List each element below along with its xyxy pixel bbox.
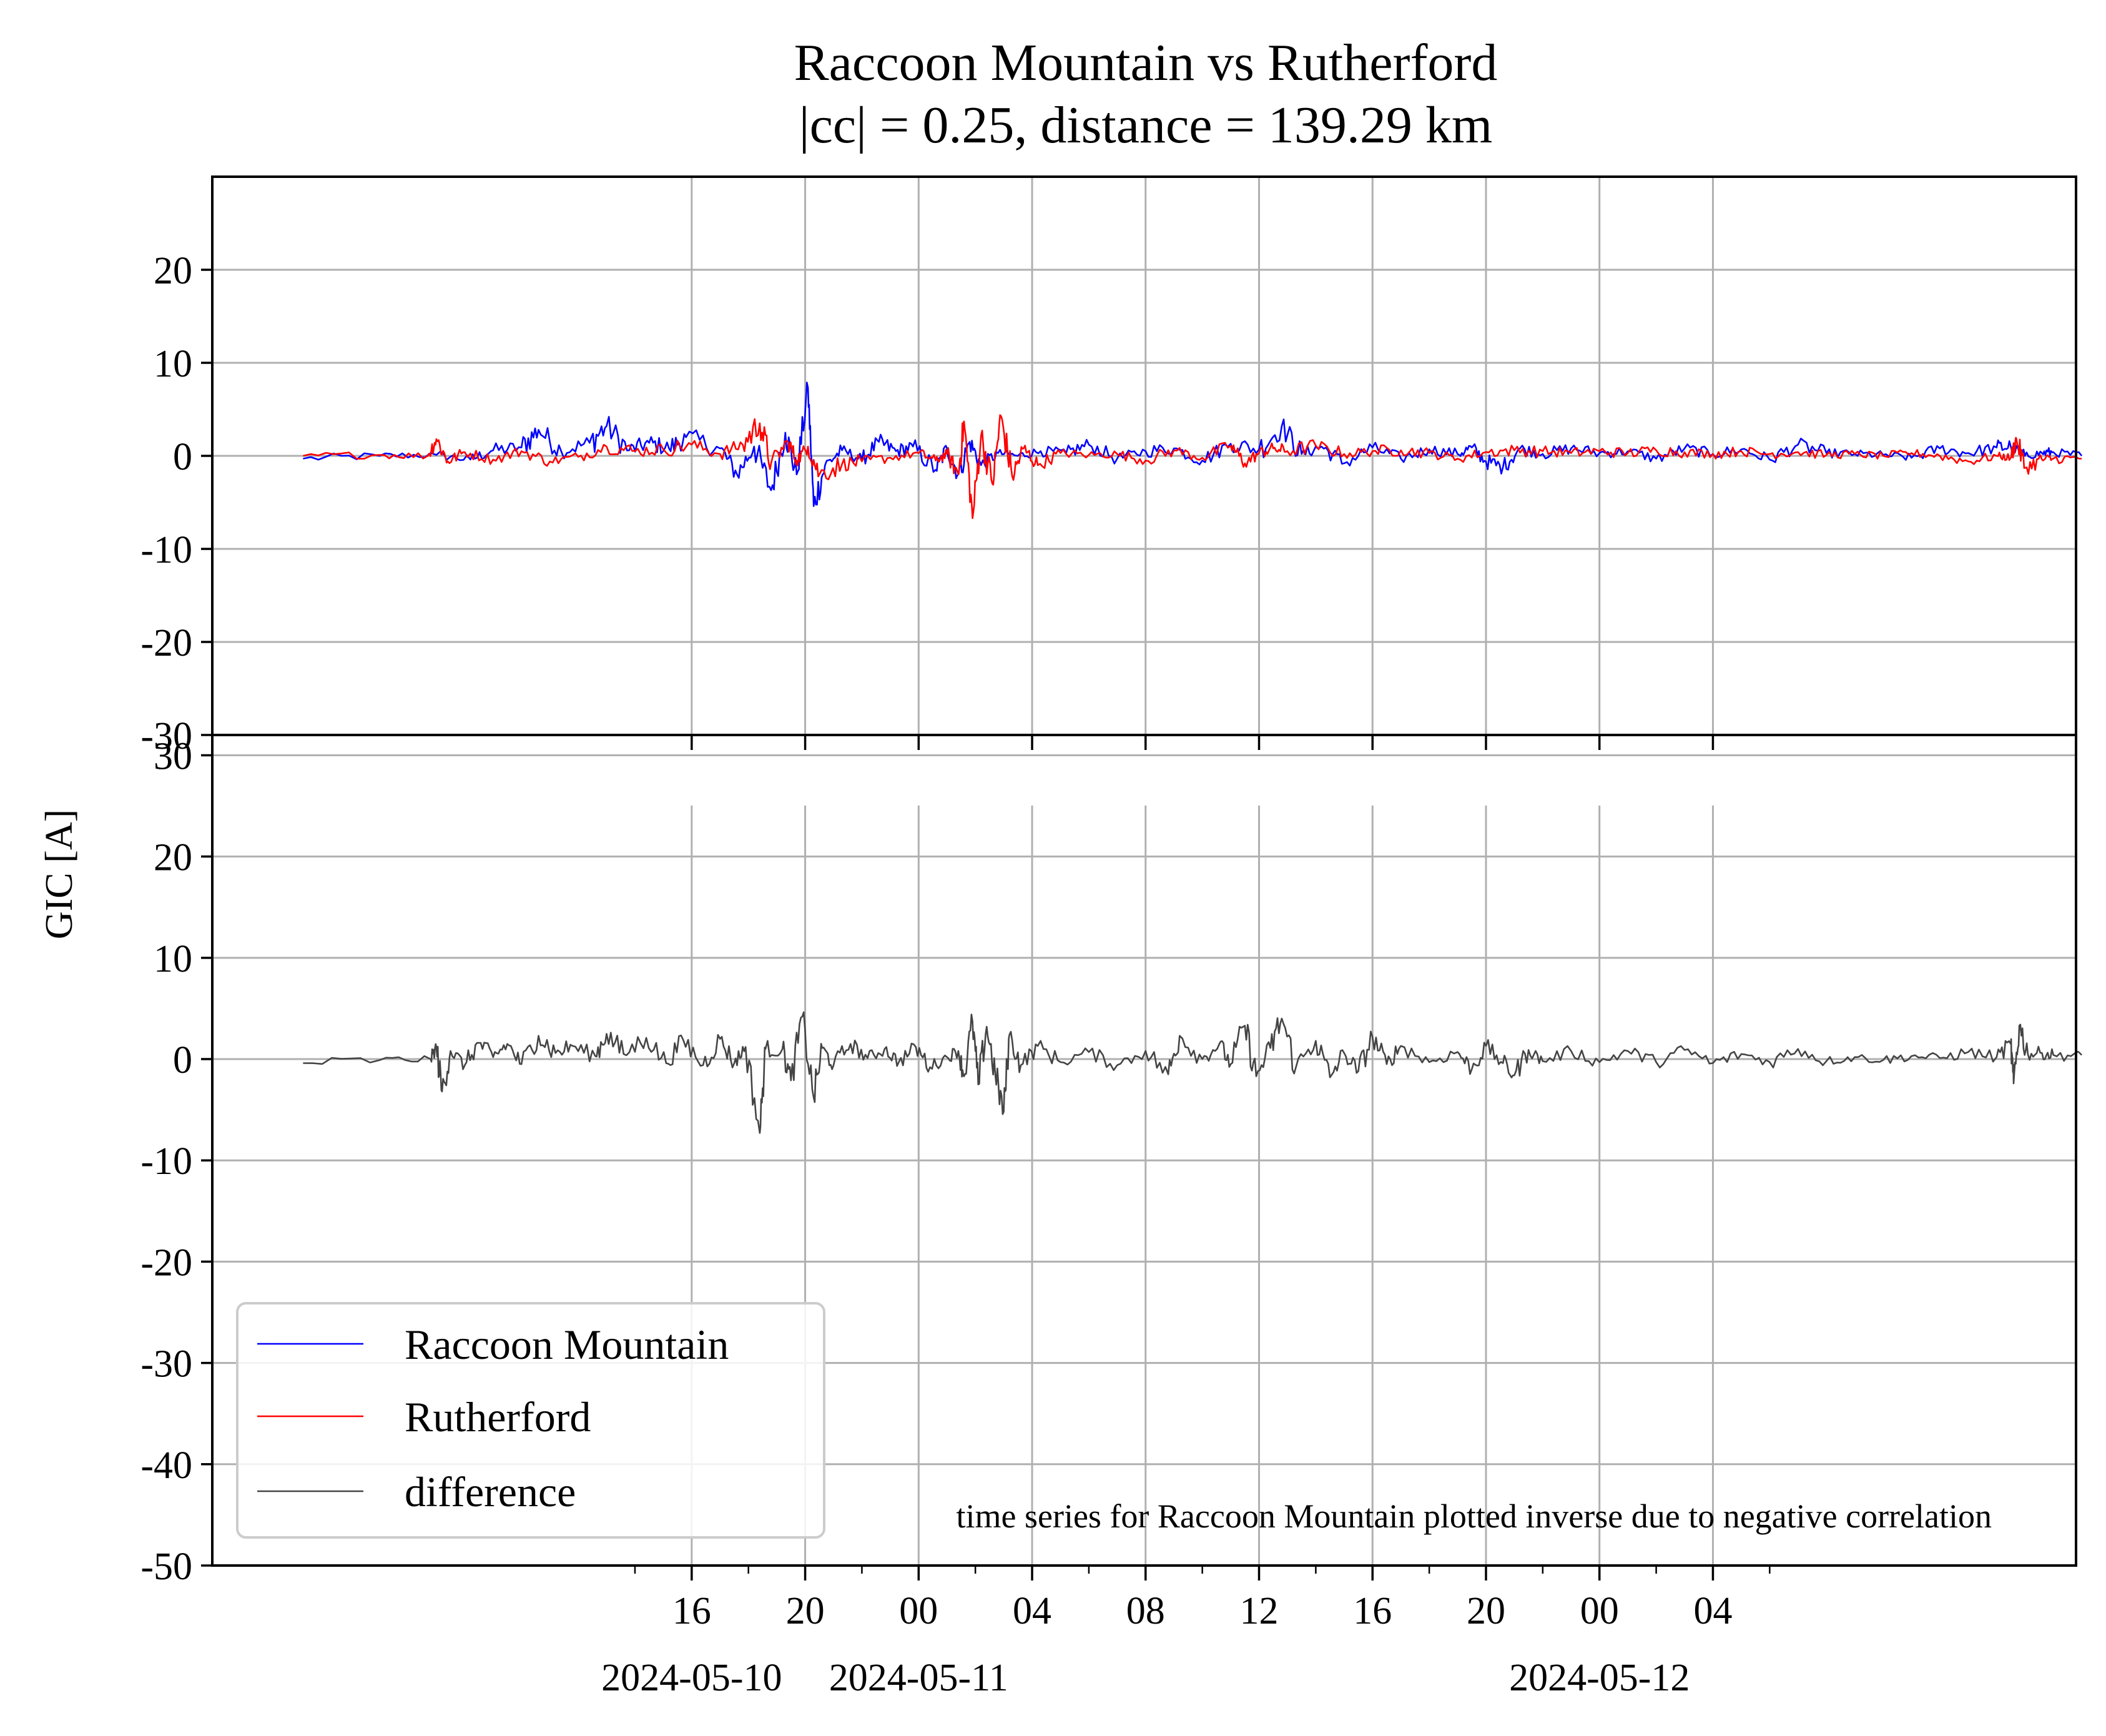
y-axis-label: GIC [A]: [38, 809, 81, 939]
x-tick-label-2: 00: [899, 1590, 938, 1632]
x-date-label-2: 2024-05-12: [1509, 1657, 1690, 1699]
bottom-y-tick-label-8: 30: [154, 735, 192, 777]
legend-label-raccoon-mountain: Raccoon Mountain: [405, 1321, 729, 1368]
top-panel-y-ticks: -30 -20 -10 0 10 20: [140, 250, 212, 757]
x-date-label-1: 2024-05-11: [829, 1657, 1008, 1699]
bottom-panel-series: [303, 1011, 2083, 1134]
series-line-rutherford: [303, 414, 2082, 520]
series-line-difference: [303, 1011, 2083, 1134]
top-y-tick-label-2: -10: [140, 529, 192, 571]
x-tick-label-5: 12: [1240, 1590, 1279, 1632]
bottom-y-tick-label-5: 0: [173, 1039, 192, 1082]
x-tick-label-6: 16: [1353, 1590, 1392, 1632]
legend-box: [236, 1302, 825, 1539]
x-tick-label-4: 08: [1126, 1590, 1165, 1632]
bottom-y-tick-label-2: -30: [140, 1343, 192, 1386]
top-panel-x-tick-marks: [691, 735, 1715, 750]
x-date-label-0: 2024-05-10: [601, 1657, 782, 1699]
legend: Raccoon Mountain Rutherford difference: [236, 1302, 825, 1539]
chart-subtitle: |cc| = 0.25, distance = 139.29 km: [799, 96, 1493, 154]
series-line-raccoon-mountain: [303, 382, 2083, 507]
top-y-tick-label-4: 10: [154, 343, 192, 385]
bottom-y-tick-label-1: -40: [140, 1444, 192, 1487]
top-y-tick-label-5: 20: [154, 250, 192, 292]
top-panel-frame: [211, 175, 2077, 736]
bottom-panel-x-ticks: 16 20 00 04 08 12 16 20 00 04 2024-05-10 2024-05-11…: [601, 1566, 1771, 1699]
top-panel: -30 -20 -10 0 10 20: [140, 175, 2083, 757]
x-tick-label-1: 20: [786, 1590, 825, 1632]
legend-label-difference: difference: [405, 1468, 576, 1516]
bottom-y-tick-label-7: 20: [154, 837, 192, 879]
x-tick-label-8: 00: [1580, 1590, 1619, 1632]
bottom-panel-grid: [212, 754, 2076, 1567]
bottom-y-tick-label-4: -10: [140, 1140, 192, 1183]
top-y-tick-label-0: -30: [140, 715, 192, 757]
top-y-tick-label-1: -20: [140, 622, 192, 664]
inverse-plot-annotation: time series for Raccoon Mountain plotted…: [957, 1497, 1992, 1535]
x-tick-label-7: 20: [1467, 1590, 1505, 1632]
bottom-panel-y-ticks: -50 -40 -30 -20 -10 0 10 20 30: [140, 735, 212, 1588]
bottom-y-tick-label-6: 10: [154, 938, 192, 980]
chart-title: Raccoon Mountain vs Rutherford: [794, 34, 1498, 92]
x-tick-label-9: 04: [1693, 1590, 1732, 1632]
bottom-y-tick-label-0: -50: [140, 1546, 192, 1588]
top-y-tick-label-3: 0: [173, 436, 192, 478]
x-tick-label-3: 04: [1013, 1590, 1051, 1632]
bottom-panel: -50 -40 -30 -20 -10 0 10 20 30 16 20 00 04 08 12 16 20 0…: [140, 735, 2083, 1699]
top-panel-series: [303, 382, 2083, 520]
x-tick-label-0: 16: [672, 1590, 711, 1632]
bottom-y-tick-label-3: -20: [140, 1241, 192, 1284]
legend-label-rutherford: Rutherford: [405, 1393, 591, 1441]
